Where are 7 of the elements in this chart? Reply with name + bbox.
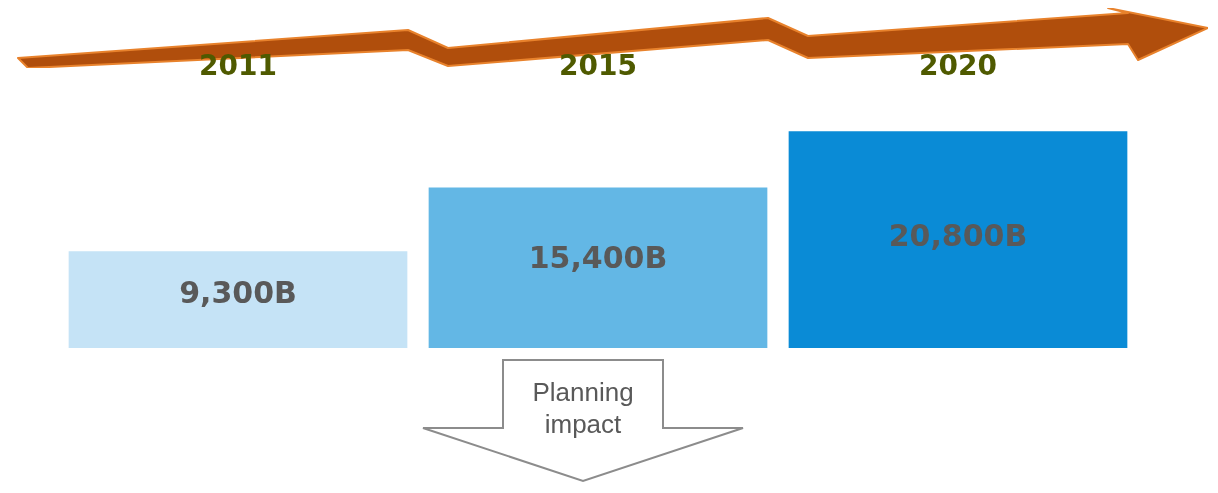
- data-label: 20,800B: [888, 217, 1028, 253]
- text: Planning impact: [531, 376, 635, 440]
- data-label: 9,300B: [179, 274, 297, 310]
- x-tick-label: 2015: [559, 49, 637, 83]
- data-label: 15,400B: [528, 239, 668, 275]
- x-tick-label: 2011: [199, 49, 277, 83]
- x-tick-label: 2020: [919, 49, 997, 83]
